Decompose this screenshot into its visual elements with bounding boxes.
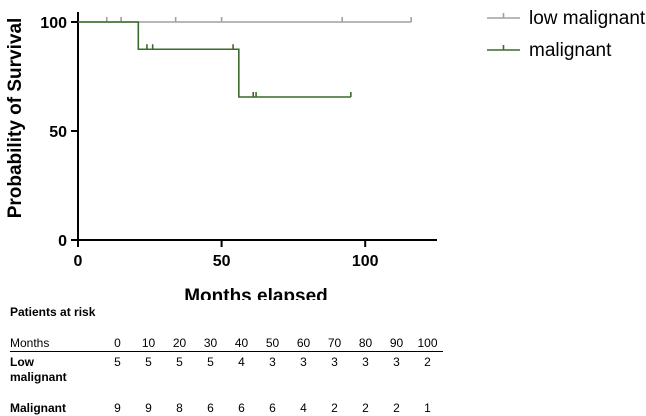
month-header: 20 — [164, 336, 195, 352]
x-tick-label: 0 — [74, 253, 83, 270]
month-header: 100 — [412, 336, 443, 352]
risk-cell: 3 — [269, 355, 276, 369]
risk-cell: 4 — [238, 355, 245, 369]
risk-cell: 4 — [300, 401, 307, 415]
risk-row-low-malignant: Low malignant 5 5 5 5 4 3 3 3 3 3 2 — [10, 352, 443, 402]
risk-cell: 5 — [207, 355, 214, 369]
risk-cell: 5 — [114, 355, 121, 369]
month-header: 90 — [381, 336, 412, 352]
month-header: 40 — [226, 336, 257, 352]
month-header: 30 — [195, 336, 226, 352]
month-header: 50 — [257, 336, 288, 352]
survival-curve-malignant — [78, 21, 351, 98]
risk-row-malignant: Malignant 9 9 8 6 6 6 4 2 2 2 1 — [10, 401, 443, 416]
survival-chart: 0 50 100 0 50 100 low malignant malignant Mont… — [5, 8, 646, 300]
risk-table-header-label: Months — [10, 336, 102, 352]
x-tick-label: 100 — [352, 253, 379, 270]
risk-cell: 6 — [238, 401, 245, 415]
risk-cell: 6 — [207, 401, 214, 415]
x-axis-title: Months elapsed — [184, 286, 328, 300]
risk-cell: 3 — [300, 355, 307, 369]
month-header: 70 — [319, 336, 350, 352]
risk-cell: 5 — [176, 355, 183, 369]
month-header: 10 — [133, 336, 164, 352]
risk-cell: 2 — [331, 401, 338, 415]
x-tick-label: 50 — [213, 253, 231, 270]
risk-cell: 3 — [362, 355, 369, 369]
legend-label: low malignant — [529, 8, 646, 29]
risk-table-title: Patients at risk — [10, 305, 96, 319]
risk-cell: 6 — [269, 401, 276, 415]
risk-cell: 2 — [362, 401, 369, 415]
risk-cell: 9 — [145, 401, 152, 415]
risk-cell: 3 — [331, 355, 338, 369]
risk-cell: 9 — [114, 401, 121, 415]
risk-cell: 1 — [424, 401, 431, 415]
month-header: 80 — [350, 336, 381, 352]
risk-table-header-row: Months 0 10 20 30 40 50 60 70 80 90 100 — [10, 336, 443, 352]
risk-cell: 2 — [393, 401, 400, 415]
risk-cell: 8 — [176, 401, 183, 415]
risk-row-label: Low malignant — [10, 352, 102, 402]
risk-row-label: Malignant — [10, 401, 66, 415]
chart-axes: 0 50 100 0 50 100 — [40, 12, 437, 270]
risk-cell: 5 — [145, 355, 152, 369]
risk-cell: 2 — [424, 355, 431, 369]
month-header: 60 — [288, 336, 319, 352]
risk-table: Months 0 10 20 30 40 50 60 70 80 90 100 … — [10, 336, 443, 416]
legend-label: malignant — [529, 40, 612, 61]
risk-cell: 3 — [393, 355, 400, 369]
y-tick-label: 50 — [49, 124, 67, 141]
y-tick-label: 100 — [40, 15, 67, 32]
y-axis-title: Probability of Survival — [5, 18, 26, 219]
chart-legend: low malignant malignant — [487, 8, 646, 61]
risk-row-label-line: malignant — [10, 370, 67, 384]
risk-row-label-line: Low — [10, 355, 34, 369]
month-header: 0 — [102, 336, 133, 352]
chart-series — [78, 17, 412, 98]
y-tick-label: 0 — [58, 233, 67, 250]
